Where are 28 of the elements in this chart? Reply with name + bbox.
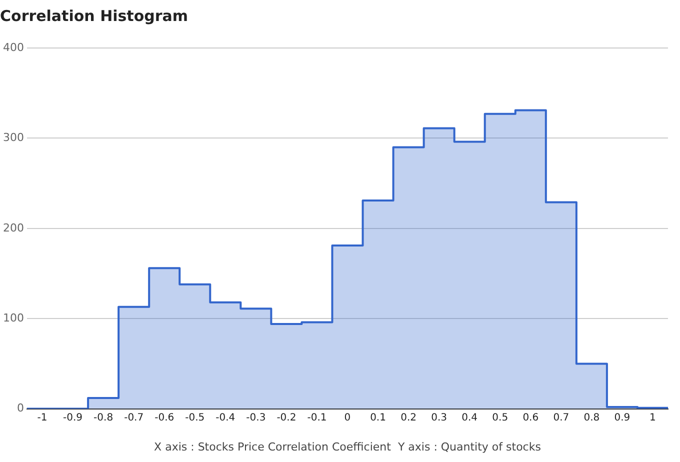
x-tick-label: -0.3 (246, 412, 266, 424)
y-tick-label: 100 (2, 311, 24, 324)
x-tick-label: 1 (650, 412, 656, 424)
x-tick-label: -0.7 (124, 412, 144, 424)
x-tick-label: 0.9 (614, 412, 630, 424)
x-tick-label: -1 (37, 412, 48, 424)
x-tick-label: 0.4 (462, 412, 478, 424)
x-tick-label: 0 (344, 412, 351, 424)
x-tick-label: -0.8 (94, 412, 114, 424)
y-tick-label: 200 (2, 221, 24, 234)
y-tick-label: 400 (2, 40, 24, 54)
x-tick-label: -0.6 (154, 412, 174, 424)
x-tick-label: 0.3 (431, 412, 448, 424)
x-tick-label: 0.1 (370, 412, 386, 424)
x-axis-title: X axis : Stocks Price Correlation Coefficient Y axis : Quantity of stocks (154, 440, 542, 454)
x-tick-label: -0.2 (276, 412, 296, 424)
x-tick-label: 0.5 (492, 412, 508, 424)
chart-title: Correlation Histogram (0, 6, 188, 25)
y-tick-label: 0 (16, 402, 24, 415)
y-tick-label: 300 (2, 131, 24, 144)
x-tick-label: 0.7 (553, 412, 570, 424)
x-tick-label: -0.9 (63, 412, 83, 424)
x-tick-label: 0.6 (522, 412, 539, 424)
x-tick-label: -0.1 (307, 412, 327, 424)
x-tick-label: -0.4 (216, 412, 236, 424)
x-tick-label: -0.5 (185, 412, 205, 424)
x-tick-label: 0.8 (584, 412, 600, 424)
x-tick-label: 0.2 (400, 412, 416, 424)
